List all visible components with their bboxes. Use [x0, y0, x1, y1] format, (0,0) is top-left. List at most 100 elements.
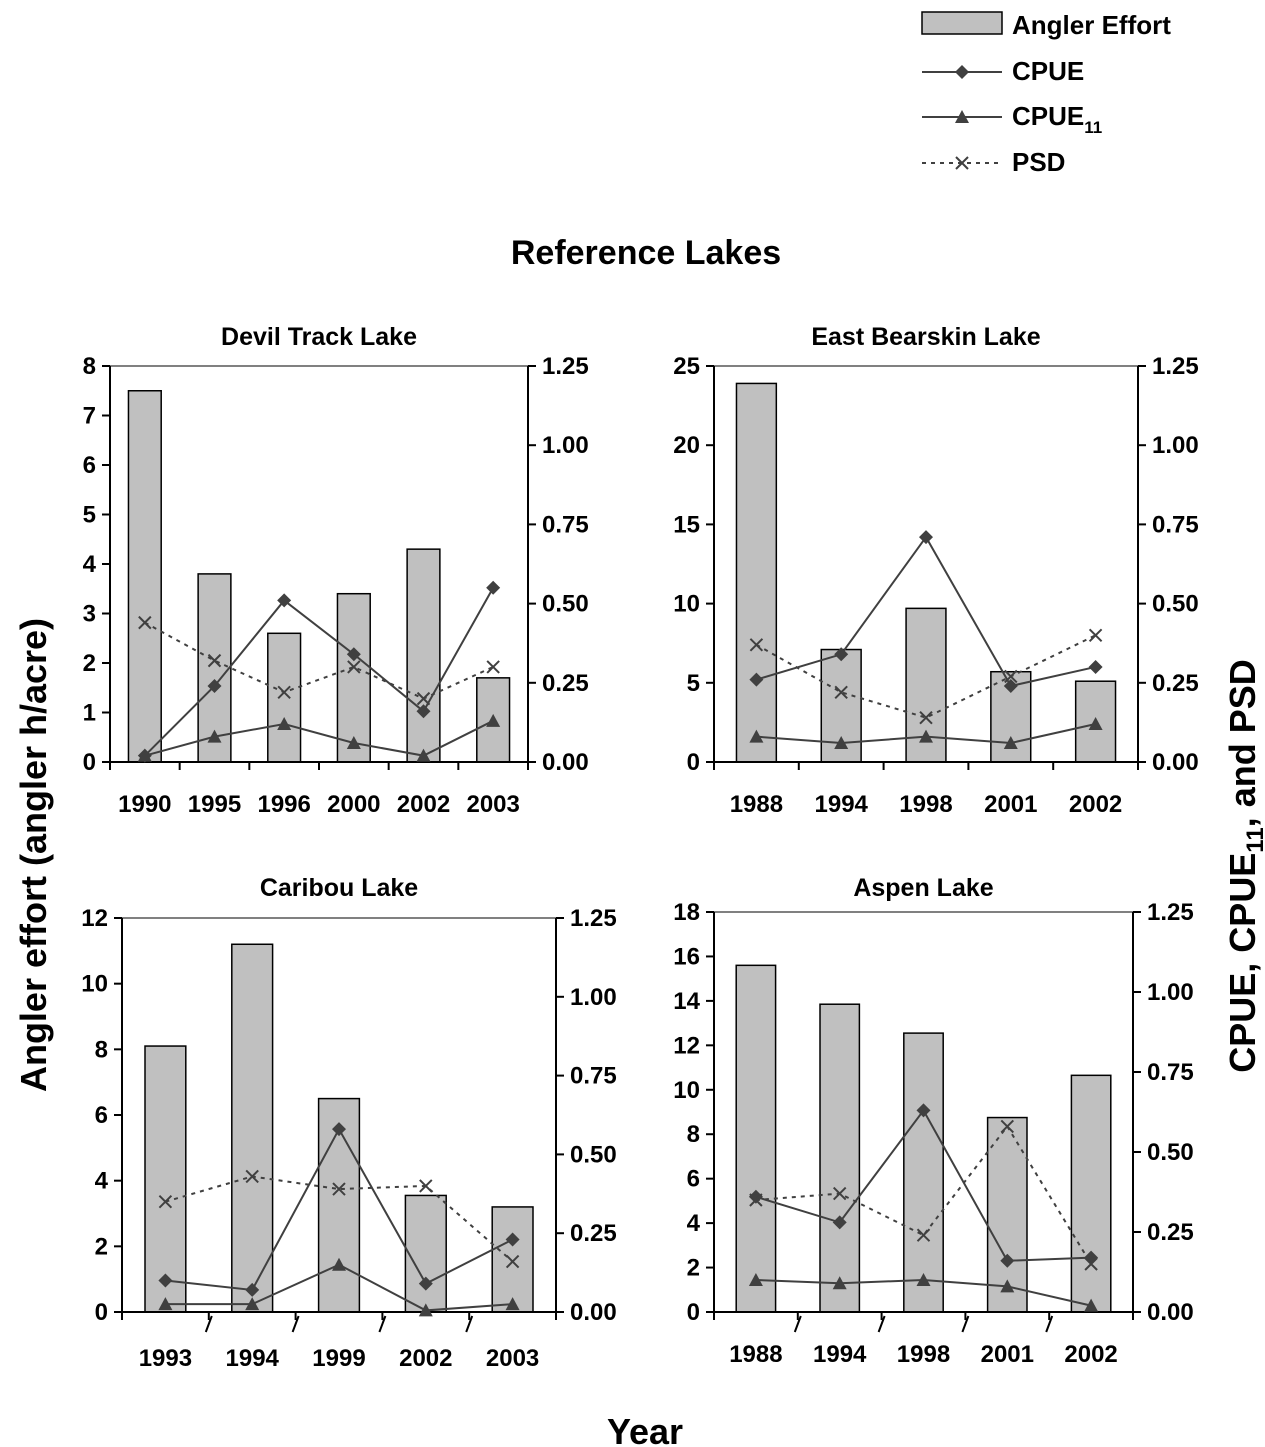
x-tick-label: 2002 — [1064, 1341, 1117, 1368]
axis-break-mark — [961, 1315, 970, 1333]
right-tick-label: 0.00 — [570, 1299, 617, 1326]
effort-bar — [819, 1003, 861, 1313]
psd-point — [749, 638, 764, 652]
legend-label-cpue: CPUE — [1012, 56, 1084, 86]
cpue-point — [749, 672, 764, 687]
series-line-cpue11 — [144, 719, 494, 757]
psd-point — [486, 660, 500, 674]
psd-point — [919, 710, 933, 725]
left-tick-label: 12 — [673, 1032, 700, 1059]
legend: Angler Effort CPUE CPUE11 PSD — [921, 10, 1171, 177]
left-tick-label: 3 — [83, 601, 96, 628]
right-tick-label: 1.25 — [542, 353, 589, 380]
x-tick-label: 1998 — [899, 791, 952, 818]
panel-title: Caribou Lake — [260, 874, 418, 902]
right-tick-label: 1.25 — [1147, 899, 1194, 926]
cpue11-point — [1084, 1298, 1099, 1312]
effort-bar — [491, 1206, 534, 1313]
chart-panel-3: Caribou Lake 0 2 4 6 8 10 12 0.00 0.25 0.50 0.75 1.0… — [81, 874, 616, 1372]
axis-break-mark — [378, 1315, 387, 1333]
x-tick-label: 1994 — [813, 1341, 867, 1368]
cpue11-point — [207, 729, 222, 743]
left-tick-label: 5 — [687, 670, 700, 697]
x-tick-label: 2002 — [1069, 791, 1122, 818]
effort-bar — [903, 1032, 944, 1313]
left-tick-label: 18 — [673, 899, 700, 926]
cpue11-point — [332, 1257, 346, 1271]
x-tick-label: 2002 — [399, 1345, 452, 1372]
effort-bar — [735, 964, 777, 1313]
panel-title: East Bearskin Lake — [811, 323, 1040, 351]
cpue-point — [332, 1122, 346, 1137]
x-tick-label: 2003 — [486, 1345, 539, 1372]
cpue11-point — [245, 1297, 260, 1311]
left-tick-label: 6 — [83, 452, 96, 479]
cpue11-point — [486, 713, 501, 727]
left-tick-label: 1 — [83, 700, 96, 727]
left-tick-label: 6 — [687, 1166, 700, 1193]
left-tick-label: 0 — [95, 1299, 108, 1326]
right-tick-label: 1.25 — [570, 905, 617, 932]
left-tick-label: 16 — [673, 943, 700, 970]
left-tick-label: 14 — [673, 988, 700, 1015]
legend-triangle-marker — [955, 110, 969, 123]
effort-bar — [406, 548, 441, 763]
right-tick-label: 0.25 — [1147, 1219, 1194, 1246]
left-axis-label: Angler effort (angler h/acre) — [13, 618, 54, 1092]
x-tick-label: 1994 — [226, 1345, 280, 1372]
left-tick-label: 6 — [95, 1102, 108, 1129]
psd-point — [158, 1194, 173, 1209]
psd-point — [749, 1193, 763, 1207]
psd-point — [1084, 1257, 1098, 1271]
cpue-point — [416, 704, 431, 719]
cpue11-point — [919, 729, 933, 743]
right-tick-label: 0.25 — [542, 670, 589, 697]
cpue11-point — [158, 1297, 173, 1311]
right-tick-label: 0.50 — [542, 591, 589, 618]
x-tick-label: 1994 — [815, 791, 869, 818]
legend-label-cpue11: CPUE11 — [1012, 101, 1102, 137]
effort-bar — [404, 1194, 447, 1313]
cpue-point — [418, 1276, 433, 1291]
cpue-point — [1003, 678, 1018, 693]
left-tick-label: 8 — [83, 353, 96, 380]
psd-point — [1000, 1119, 1015, 1134]
psd-point — [347, 660, 361, 674]
left-tick-label: 4 — [95, 1168, 109, 1195]
x-tick-label: 1993 — [139, 1345, 192, 1372]
cpue-point — [916, 1103, 931, 1118]
panel-title: Devil Track Lake — [221, 323, 417, 351]
left-tick-label: 2 — [95, 1233, 108, 1260]
right-tick-label: 0.75 — [570, 1063, 617, 1090]
x-tick-label: 1995 — [188, 791, 241, 818]
right-tick-label: 0.00 — [542, 749, 589, 776]
cpue-point — [505, 1232, 520, 1247]
cpue-point — [346, 647, 361, 662]
left-tick-label: 0 — [687, 749, 700, 776]
left-tick-label: 10 — [673, 1077, 700, 1104]
right-tick-label: 0.25 — [570, 1220, 617, 1247]
right-tick-label: 0.50 — [1152, 591, 1199, 618]
x-tick-label: 1999 — [312, 1345, 365, 1372]
chart-panel-2: East Bearskin Lake 0 5 10 15 20 25 0.00 0.25 0.50… — [673, 323, 1198, 818]
right-tick-label: 1.00 — [542, 432, 589, 459]
psd-point — [832, 1186, 847, 1201]
effort-bar — [144, 1045, 187, 1313]
x-tick-label: 2002 — [397, 791, 450, 818]
cpue-point — [834, 647, 849, 662]
cpue11-point — [834, 735, 849, 749]
x-tick-label: 1998 — [897, 1341, 950, 1368]
x-tick-label: 1988 — [729, 1341, 782, 1368]
right-tick-label: 1.00 — [1152, 432, 1199, 459]
right-tick-label: 0.25 — [1152, 670, 1199, 697]
effort-bar — [127, 390, 162, 763]
axis-break-mark — [291, 1315, 300, 1333]
left-tick-label: 0 — [687, 1299, 700, 1326]
psd-point — [277, 685, 291, 700]
cpue11-point — [418, 1303, 433, 1317]
axis-break-mark — [877, 1315, 886, 1333]
left-tick-label: 5 — [83, 502, 96, 529]
effort-bar — [336, 592, 371, 763]
right-tick-label: 0.75 — [1152, 511, 1199, 538]
